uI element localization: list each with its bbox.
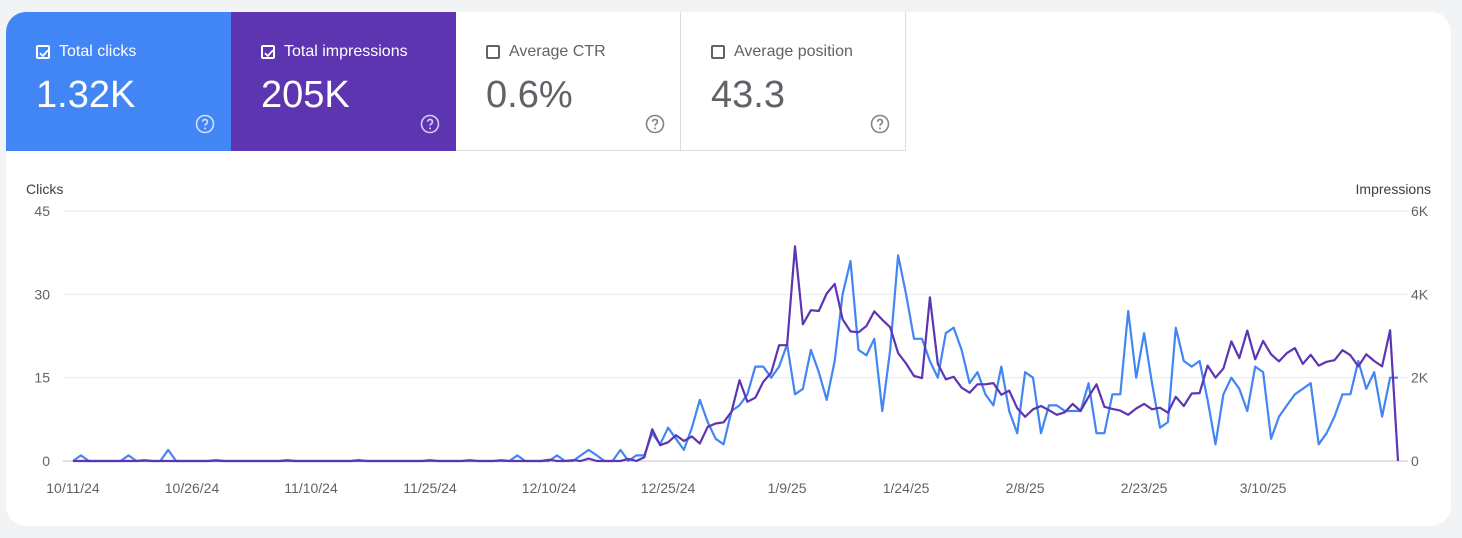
y-right-tick-label: 0 [1411,453,1419,469]
x-tick-label: 2/23/25 [1121,480,1168,496]
metric-label: Average position [734,43,853,60]
help-icon[interactable] [645,114,665,134]
y-right-axis-label: Impressions [1356,181,1431,197]
x-tick-label: 11/25/24 [403,480,457,496]
y-left-tick-label: 15 [34,370,50,386]
help-icon[interactable] [195,114,215,134]
x-ticks: 10/11/24 10/26/24 11/10/24 11/25/24 12/10/24… [46,480,1286,496]
x-tick-label: 11/10/24 [284,480,338,496]
metric-label: Average CTR [509,43,606,60]
metric-label: Total impressions [284,43,408,60]
checkbox-unchecked-icon[interactable] [486,45,500,59]
metric-tiles: Total clicks 1.32K Total impressions 205… [6,12,906,151]
y-right-tick-label: 6K [1411,203,1429,219]
y-left-tick-label: 45 [34,203,50,219]
help-icon[interactable] [420,114,440,134]
x-tick-label: 12/25/24 [641,480,696,496]
checkbox-unchecked-icon[interactable] [711,45,725,59]
y-right-ticks: 0 2K 4K 6K [1411,203,1429,469]
metric-header: Total impressions [261,43,408,61]
metric-label: Total clicks [59,43,137,60]
metric-value: 1.32K [36,74,136,116]
y-left-axis-label: Clicks [26,181,63,197]
x-tick-label: 10/26/24 [165,480,220,496]
metric-value: 205K [261,74,350,116]
metric-value: 43.3 [711,74,785,116]
metric-header: Average CTR [486,43,606,61]
help-icon[interactable] [870,114,890,134]
x-tick-label: 12/10/24 [522,480,577,496]
metric-tile-average-position[interactable]: Average position 43.3 [681,12,906,151]
x-tick-label: 1/24/25 [883,480,930,496]
performance-chart: Clicks Impressions 0 15 30 45 0 2K 4K 6K 10/11… [26,181,1431,496]
y-right-tick-label: 2K [1411,370,1429,386]
series-line-impressions [73,245,1400,463]
x-tick-label: 2/8/25 [1006,480,1045,496]
y-right-tick-label: 4K [1411,286,1429,302]
series-line-clicks [72,254,1398,463]
checkbox-checked-icon[interactable] [261,45,275,59]
checkbox-checked-icon[interactable] [36,45,50,59]
y-left-tick-label: 0 [42,453,50,469]
metric-tile-average-ctr[interactable]: Average CTR 0.6% [456,12,681,151]
y-left-ticks: 0 15 30 45 [34,203,50,469]
x-tick-label: 3/10/25 [1240,480,1287,496]
metric-header: Average position [711,43,853,61]
metric-tile-total-clicks[interactable]: Total clicks 1.32K [6,12,231,151]
metric-header: Total clicks [36,43,136,61]
chart-grid [63,210,1408,462]
y-left-tick-label: 30 [34,286,50,302]
x-tick-label: 10/11/24 [46,480,100,496]
performance-card: Total clicks 1.32K Total impressions 205… [6,12,1451,526]
x-tick-label: 1/9/25 [768,480,807,496]
metric-tile-total-impressions[interactable]: Total impressions 205K [231,12,456,151]
chart-lines [72,245,1400,463]
metric-value: 0.6% [486,74,573,116]
